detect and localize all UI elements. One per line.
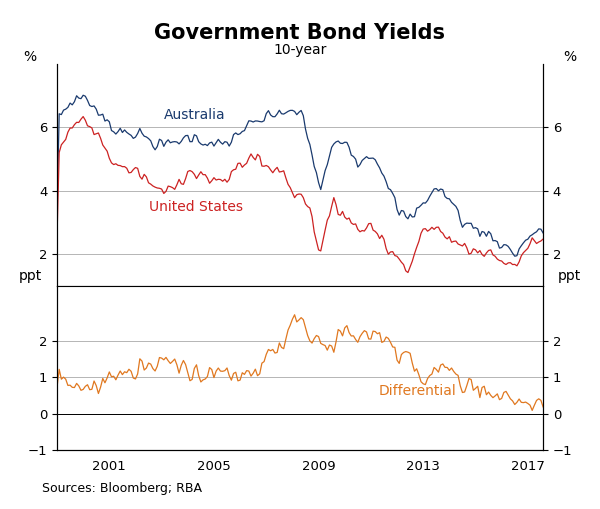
Text: Sources: Bloomberg; RBA: Sources: Bloomberg; RBA xyxy=(42,482,202,495)
Text: 10-year: 10-year xyxy=(274,43,326,58)
Text: %: % xyxy=(563,49,576,64)
Text: United States: United States xyxy=(149,201,242,214)
Text: ppt: ppt xyxy=(19,269,42,283)
Text: %: % xyxy=(24,49,37,64)
Text: Australia: Australia xyxy=(164,108,226,122)
Text: ppt: ppt xyxy=(558,269,581,283)
Text: Government Bond Yields: Government Bond Yields xyxy=(155,23,445,43)
Text: Differential: Differential xyxy=(379,384,457,398)
